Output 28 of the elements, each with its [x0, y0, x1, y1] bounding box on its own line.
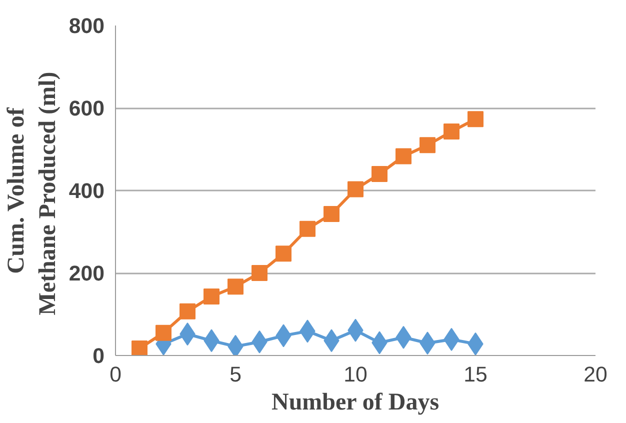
point: [228, 334, 244, 356]
x-tick-label: 20: [584, 362, 608, 386]
point: [204, 288, 220, 305]
y-tick-label: 400: [68, 179, 105, 203]
point: [348, 181, 364, 198]
point: [276, 246, 292, 262]
point: [228, 278, 244, 295]
y-tick-label: 600: [68, 96, 105, 120]
x-tick-label: 5: [230, 362, 242, 386]
point: [420, 137, 436, 154]
x-tick-label: 0: [110, 362, 122, 386]
y-tick-label: 200: [68, 262, 105, 286]
point: [252, 265, 268, 281]
point: [180, 303, 196, 320]
x-tick-label: 10: [344, 362, 368, 386]
point: [156, 324, 172, 341]
y-tick-label: 800: [68, 14, 105, 38]
y-tick-label: 0: [92, 344, 105, 368]
point: [132, 340, 148, 356]
x-tick-label: 15: [464, 362, 488, 386]
point: [300, 220, 316, 237]
point: [444, 124, 460, 140]
point: [324, 206, 340, 222]
x-axis-title: Number of Days: [272, 390, 440, 416]
point: [372, 166, 388, 182]
point: [468, 111, 484, 128]
y-axis-title: Cum. Volume of Methane Produced (ml): [4, 72, 61, 316]
point: [396, 148, 412, 164]
